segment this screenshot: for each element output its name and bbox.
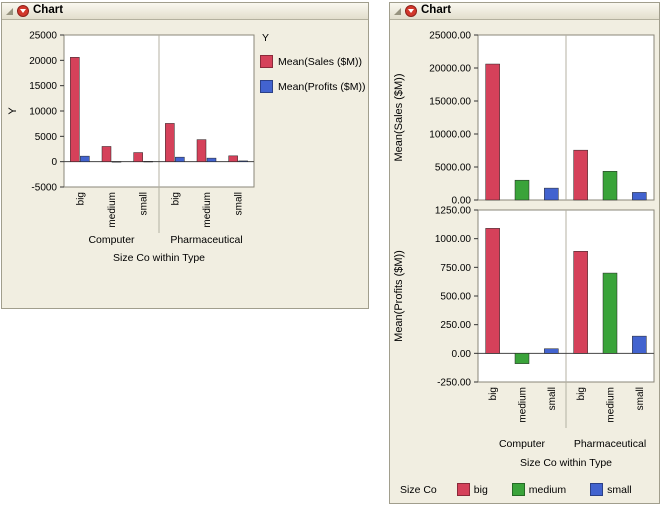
svg-text:big: big — [75, 192, 86, 205]
svg-text:1250.00: 1250.00 — [435, 206, 472, 217]
svg-text:5000.00: 5000.00 — [435, 163, 472, 174]
disclosure-triangle-icon[interactable] — [6, 7, 13, 15]
disclosure-triangle-icon[interactable] — [394, 7, 401, 15]
legend-label-sales: Mean(Sales ($M)) — [278, 55, 363, 68]
left-chart-legend: Y Mean(Sales ($M)) Mean(Profits ($M)) — [260, 32, 366, 105]
profits-color-swatch — [260, 80, 273, 93]
svg-text:15000: 15000 — [29, 81, 57, 92]
size-co-legend: Size Co big medium small — [400, 483, 656, 496]
stacked-pair-bar-charts[interactable]: 0.00 5000.00 10000.00 15000.00 20000.00 25000… — [390, 20, 659, 475]
red-triangle-menu-icon[interactable] — [405, 5, 417, 17]
svg-text:Computer: Computer — [88, 234, 135, 246]
svg-text:big: big — [576, 387, 587, 400]
svg-text:Size Co within Type: Size Co within Type — [520, 457, 612, 469]
svg-text:small: small — [234, 192, 245, 215]
red-triangle-menu-icon[interactable] — [17, 5, 29, 17]
svg-text:big: big — [170, 192, 181, 205]
svg-text:0.00: 0.00 — [452, 349, 472, 360]
right-panel-header[interactable]: Chart — [390, 3, 659, 20]
legend-label-medium: medium — [528, 483, 567, 496]
svg-text:medium: medium — [202, 192, 213, 228]
legend-title: Size Co — [400, 483, 437, 496]
medium-color-swatch — [511, 483, 525, 496]
svg-text:Size Co within Type: Size Co within Type — [113, 252, 205, 264]
sales-color-swatch — [260, 55, 273, 68]
svg-text:Pharmaceutical: Pharmaceutical — [170, 234, 242, 246]
svg-text:0.00: 0.00 — [452, 196, 472, 207]
svg-text:medium: medium — [606, 387, 617, 423]
svg-text:20000.00: 20000.00 — [429, 64, 471, 75]
svg-text:medium: medium — [107, 192, 118, 228]
svg-text:small: small — [635, 387, 646, 410]
svg-text:25000: 25000 — [29, 31, 57, 42]
right-panel-body: 0.00 5000.00 10000.00 15000.00 20000.00 25000… — [390, 20, 659, 503]
panel-title: Chart — [33, 3, 64, 16]
small-color-swatch — [590, 483, 604, 496]
legend-label-small: small — [607, 483, 632, 496]
svg-text:small: small — [547, 387, 558, 410]
svg-text:0: 0 — [51, 157, 57, 168]
legend-item-profits[interactable]: Mean(Profits ($M)) — [260, 80, 366, 93]
svg-text:small: small — [139, 192, 150, 215]
menu-triangle-glyph — [20, 9, 26, 13]
svg-text:20000: 20000 — [29, 56, 57, 67]
legend-item-sales[interactable]: Mean(Sales ($M)) — [260, 55, 366, 68]
legend-title: Y — [262, 32, 270, 44]
svg-text:big: big — [488, 387, 499, 400]
svg-text:medium: medium — [518, 387, 529, 423]
svg-text:5000: 5000 — [35, 132, 58, 143]
svg-text:10000: 10000 — [29, 107, 57, 118]
svg-text:-5000: -5000 — [31, 183, 57, 194]
svg-text:Mean(Profits ($M)): Mean(Profits ($M)) — [393, 250, 405, 342]
menu-triangle-glyph — [408, 9, 414, 13]
panel-title: Chart — [421, 3, 452, 16]
left-panel-header[interactable]: Chart — [2, 3, 368, 20]
svg-text:15000.00: 15000.00 — [429, 97, 471, 108]
svg-text:Pharmaceutical: Pharmaceutical — [574, 438, 646, 450]
legend-item-medium[interactable]: medium — [511, 483, 567, 496]
legend-item-big[interactable]: big — [456, 483, 488, 496]
svg-text:1000.00: 1000.00 — [435, 234, 472, 245]
legend-label-profits: Mean(Profits ($M)) — [278, 80, 366, 93]
svg-text:Computer: Computer — [499, 438, 546, 450]
right-chart-panel: Chart 0.00 5000.00 10000.00 15000.00 20000.0… — [389, 2, 660, 504]
svg-text:250.00: 250.00 — [440, 320, 471, 331]
svg-text:750.00: 750.00 — [440, 263, 471, 274]
svg-text:Mean(Sales ($M)): Mean(Sales ($M)) — [393, 73, 405, 161]
big-color-swatch — [456, 483, 470, 496]
legend-label-big: big — [473, 483, 488, 496]
svg-text:25000.00: 25000.00 — [429, 31, 471, 42]
svg-text:500.00: 500.00 — [440, 292, 471, 303]
svg-text:10000.00: 10000.00 — [429, 130, 471, 141]
legend-item-small[interactable]: small — [590, 483, 632, 496]
svg-text:Y: Y — [7, 107, 19, 115]
svg-text:-250.00: -250.00 — [437, 378, 471, 389]
